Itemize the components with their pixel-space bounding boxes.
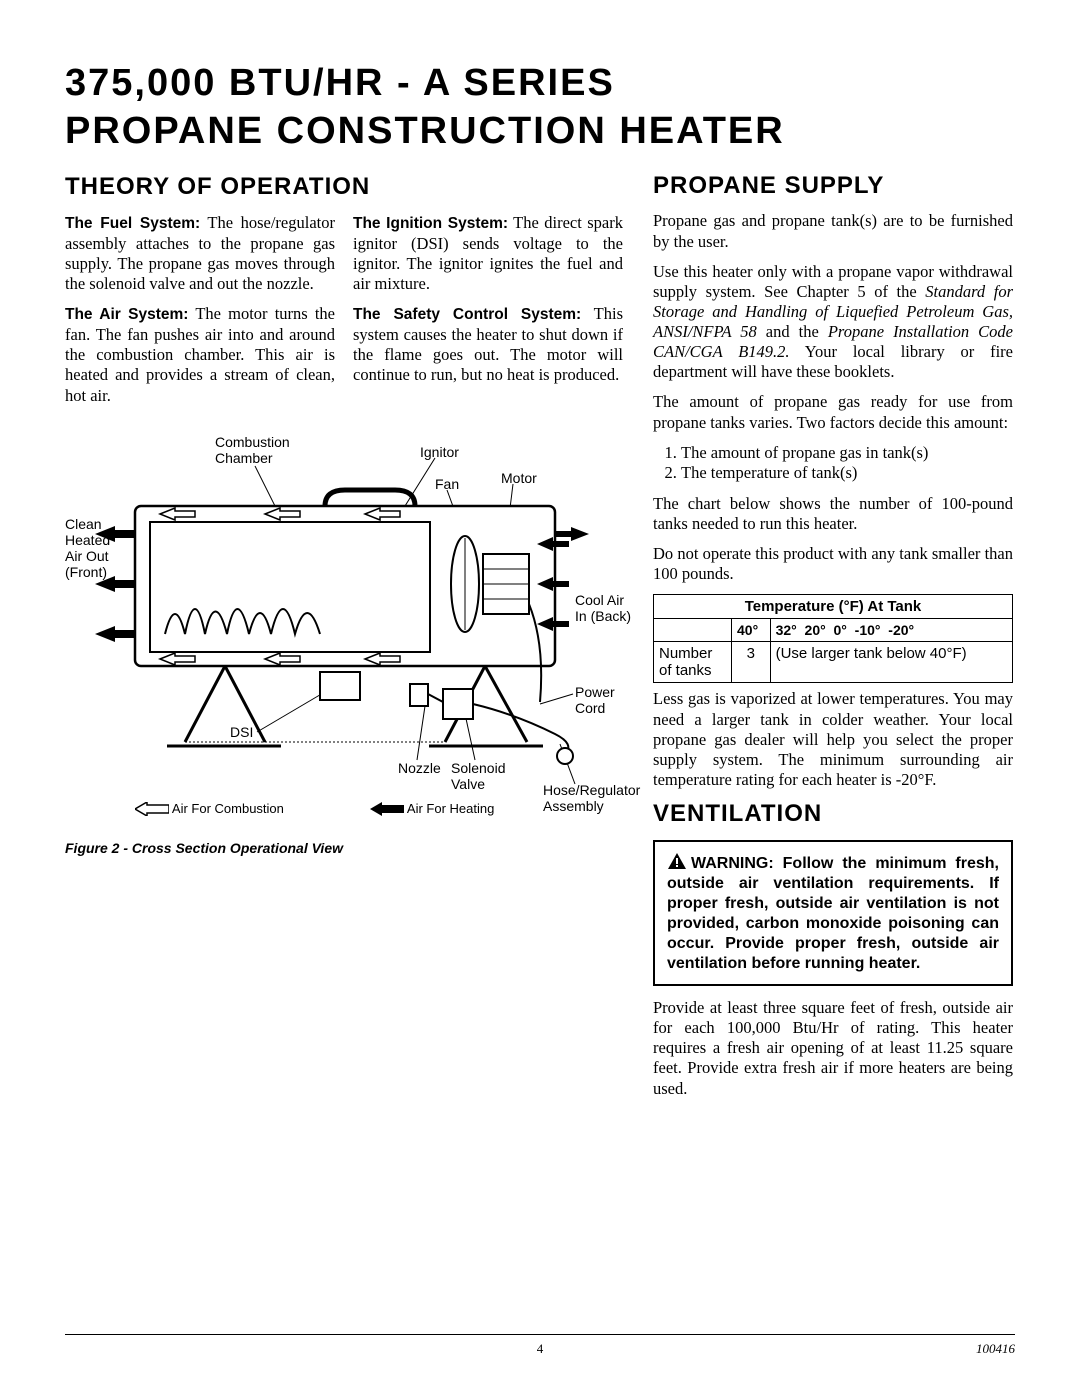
warning-text: WARNING: Follow the minimum fresh, outsi…	[667, 855, 999, 972]
diagram-container: Combustion Chamber Ignitor Fan Motor Cle…	[65, 434, 625, 856]
fuel-label: The Fuel System:	[65, 215, 200, 232]
doc-number: 100416	[976, 1341, 1015, 1357]
theory-right: The Ignition System: The direct spark ig…	[353, 213, 623, 416]
safety-label: The Safety Control System:	[353, 306, 581, 323]
propane-p1: Propane gas and propane tank(s) are to b…	[653, 211, 1013, 251]
right-column: PROPANE SUPPLY Propane gas and propane t…	[653, 173, 1013, 1109]
theory-heading: THEORY OF OPERATION	[65, 173, 625, 201]
ventilation-warning-box: WARNING: Follow the minimum fresh, outsi…	[653, 840, 1013, 986]
title-line-1: 375,000 BTU/HR - A SERIES	[65, 62, 615, 104]
content-columns: THEORY OF OPERATION The Fuel System: The…	[65, 173, 1015, 1109]
ign-label: The Ignition System:	[353, 215, 508, 232]
legend-heating: Air For Heating	[407, 801, 494, 816]
propane-p6: Less gas is vaporized at lower temperatu…	[653, 689, 1013, 790]
title-line-2: PROPANE CONSTRUCTION HEATER	[65, 110, 785, 152]
ventilation-heading: VENTILATION	[653, 800, 1013, 828]
table-title: Temperature (°F) At Tank	[654, 595, 1013, 619]
propane-heading: PROPANE SUPPLY	[653, 173, 1013, 199]
page-footer: 4 100416	[65, 1334, 1015, 1357]
propane-p2: Use this heater only with a propane vapo…	[653, 262, 1013, 383]
tank-temperature-table: Temperature (°F) At Tank 40° 32° 20° 0° …	[653, 594, 1013, 683]
legend-combustion: Air For Combustion	[172, 801, 284, 816]
row-value: 3	[732, 642, 771, 683]
heater-schematic-svg	[65, 434, 625, 794]
page-title: 375,000 BTU/HR - A SERIES PROPANE CONSTR…	[65, 60, 1015, 155]
row-label: Number of tanks	[654, 642, 732, 683]
propane-p4: The chart below shows the number of 100-…	[653, 494, 1013, 534]
page-number: 4	[537, 1341, 544, 1357]
air-system-para: The Air System: The motor turns the fan.…	[65, 304, 335, 405]
temps-rest: 32° 20° 0° -10° -20°	[770, 619, 1012, 642]
theory-subcolumns: The Fuel System: The hose/regulator asse…	[65, 213, 625, 416]
cross-section-diagram: Combustion Chamber Ignitor Fan Motor Cle…	[65, 434, 625, 834]
air-label: The Air System:	[65, 306, 188, 323]
list-item: The temperature of tank(s)	[681, 463, 1013, 484]
row-note: (Use larger tank below 40°F)	[770, 642, 1012, 683]
ignition-para: The Ignition System: The direct spark ig…	[353, 213, 623, 294]
left-column: THEORY OF OPERATION The Fuel System: The…	[65, 173, 625, 1109]
arrow-solid-icon	[370, 802, 404, 816]
theory-left: The Fuel System: The hose/regulator asse…	[65, 213, 335, 416]
table-row: Number of tanks 3 (Use larger tank below…	[654, 642, 1013, 683]
propane-factors-list: The amount of propane gas in tank(s) The…	[681, 443, 1013, 484]
safety-para: The Safety Control System: This system c…	[353, 304, 623, 385]
propane-p5: Do not operate this product with any tan…	[653, 544, 1013, 584]
fuel-system-para: The Fuel System: The hose/regulator asse…	[65, 213, 335, 294]
ventilation-p1: Provide at least three square feet of fr…	[653, 998, 1013, 1099]
list-item: The amount of propane gas in tank(s)	[681, 443, 1013, 464]
arrow-outline-icon	[135, 802, 169, 816]
warning-icon	[667, 852, 687, 870]
propane-p3: The amount of propane gas ready for use …	[653, 392, 1013, 432]
table-row: 40° 32° 20° 0° -10° -20°	[654, 619, 1013, 642]
figure-caption: Figure 2 - Cross Section Operational Vie…	[65, 840, 625, 856]
